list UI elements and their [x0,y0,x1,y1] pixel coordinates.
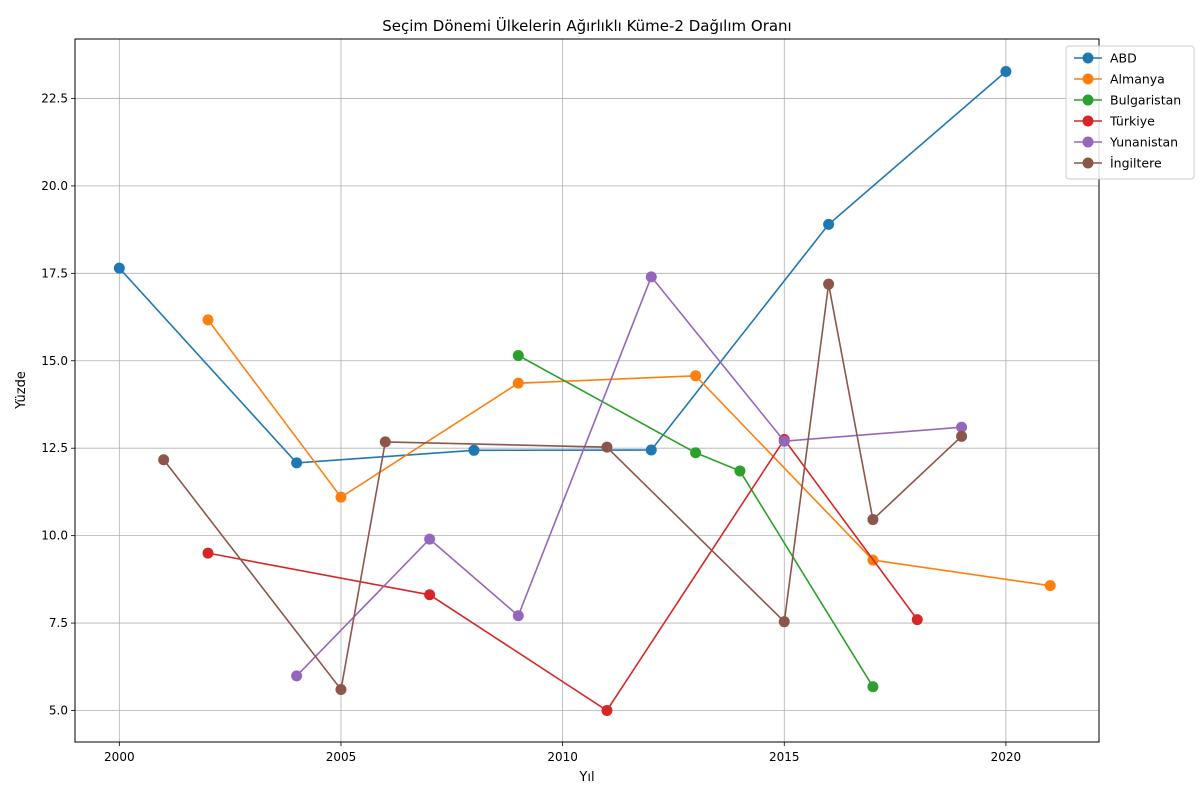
series-2 [202,314,1056,592]
x-tick-label: 2000 [104,750,135,764]
data-point [512,350,524,362]
y-tick-label: 7.5 [49,616,68,630]
series-line [207,319,1051,587]
x-axis-label: Yıl [578,770,594,785]
y-tick-label: 12.5 [41,441,68,455]
y-tick-label: 5.0 [49,704,68,718]
legend-swatch-marker [1082,115,1094,127]
data-point [601,705,613,717]
series-line [118,70,1007,464]
x-tick-label: 2015 [769,750,800,764]
data-point [956,421,968,433]
series-line [517,354,874,688]
data-point [1000,66,1012,78]
data-point [734,465,746,477]
legend-label: İngiltere [1110,156,1162,171]
grid [75,39,1099,742]
data-point [956,430,968,442]
data-point [1044,580,1056,592]
data-point [424,533,436,545]
legend-swatch-marker [1082,157,1094,169]
data-point [778,435,790,447]
legend: ABD Almanya Bulgaristan Türkiye Yunanistan İn… [1065,45,1195,180]
legend-swatch-marker [1082,52,1094,64]
legend-swatch-marker [1082,94,1094,106]
data-point [601,441,613,453]
plot-frame [74,38,1100,743]
axis-ticks: 2000 2005 2010 2015 2020 5.0 7.5 10.0 12.5 15.0 17… [41,91,1021,764]
data-point [778,616,790,628]
data-point [645,271,657,283]
x-tick-label: 2005 [326,750,357,764]
legend-swatch-marker [1082,73,1094,85]
y-tick-label: 10.0 [41,529,68,543]
data-point [468,444,480,456]
chart-title: Seçim Dönemi Ülkelerin Ağırlıklı Küme-2 … [382,16,791,35]
legend-label: Bulgaristan [1110,93,1181,108]
series-1 [113,66,1012,469]
data-point [867,514,879,526]
data-point [911,614,923,626]
data-point [645,444,657,456]
data-point [202,547,214,559]
data-point [158,454,170,466]
legend-label: Türkiye [1109,114,1155,129]
data-point [823,278,835,290]
data-point [823,218,835,230]
data-point [335,491,347,503]
y-tick-label: 22.5 [41,91,68,105]
data-point [202,314,214,326]
x-tick-label: 2010 [547,750,578,764]
data-point [379,436,391,448]
y-tick-label: 20.0 [41,179,68,193]
data-point [424,589,436,601]
series-6 [158,278,968,696]
data-point [291,457,303,469]
data-point [335,684,347,696]
data-point [512,377,524,389]
data-point [113,262,125,274]
data-point [690,447,702,459]
y-axis-label: Yüzde [14,371,29,410]
series-3 [512,350,879,693]
data-point [512,610,524,622]
series-layer [113,66,1056,717]
x-tick-label: 2020 [991,750,1022,764]
data-point [867,681,879,693]
legend-label: Almanya [1110,72,1165,87]
y-tick-label: 15.0 [41,354,68,368]
data-point [291,670,303,682]
legend-swatch-marker [1082,136,1094,148]
data-point [690,370,702,382]
legend-label: ABD [1110,51,1137,66]
y-tick-label: 17.5 [41,266,68,280]
series-line [163,284,963,692]
legend-label: Yunanistan [1109,135,1178,150]
